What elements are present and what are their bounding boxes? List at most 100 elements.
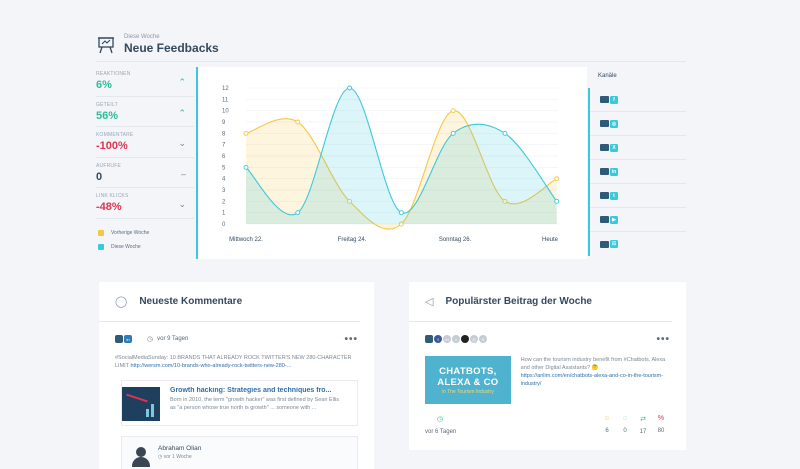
brand-logo-icon (600, 120, 609, 127)
post-stat: % 80 (652, 415, 670, 435)
post-stats: ☺ 6 ◌ 0 ⇄ 17% 80 (598, 415, 670, 435)
stat-value: 6 (605, 428, 609, 434)
post-link[interactable]: https://anlim.com/en/chatbots-alexa-and-… (520, 373, 664, 387)
metric-aufrufe[interactable]: AUFRUFE 0 – (96, 158, 194, 188)
link-title[interactable]: Growth hacking: Strategies and technique… (170, 387, 332, 394)
post-link[interactable]: http://wersm.com/10-brands-who-already-r… (130, 363, 292, 369)
series-area (246, 110, 557, 230)
feedback-chart: 0 1 2 3 4 5 6 7 8 9 10 11 12 Mittwoch 22. Freitag 24. S… (196, 67, 587, 259)
more-options-button[interactable]: ••• (344, 333, 358, 345)
more-options-button[interactable]: ••• (656, 333, 670, 345)
post-image[interactable]: CHATBOTS, ALEXA & CO in The Tourism Indu… (425, 356, 511, 404)
metric-link-klicks[interactable]: LINK KLICKS -48% ⌄ (96, 188, 194, 219)
channel-badge: f (600, 95, 618, 104)
metric-label: KOMMENTARE (96, 132, 134, 138)
stat-value: 80 (657, 428, 665, 434)
y-tick-label: 11 (222, 97, 229, 103)
data-point (347, 198, 353, 204)
network-icon: t (610, 191, 618, 200)
y-tick-label: 6 (222, 154, 226, 160)
image-text-line1: CHATBOTS, (439, 365, 497, 377)
brand-logo-icon (115, 335, 123, 343)
data-point (295, 210, 301, 216)
legend-item-previous[interactable]: Vorherige Woche (98, 230, 149, 236)
channel-row[interactable]: ◎ (590, 112, 686, 136)
metric-label: LINK KLICKS (96, 193, 129, 199)
chevron-up-icon: ⌃ (178, 77, 186, 87)
post-time: vor 9 Tagen (157, 336, 189, 342)
metrics-list: REAKTIONEN 6% ⌃ GETEILT 56% ⌃ KOMMENTARE… (96, 66, 194, 219)
post-meta: in ◷ vor 9 Tagen ••• (99, 322, 374, 346)
y-tick-label: 3 (222, 188, 226, 194)
link-preview[interactable]: Growth hacking: Strategies and technique… (121, 380, 358, 426)
header-divider (96, 61, 686, 62)
data-point (554, 176, 560, 182)
channel-badges: f in x ◎ ✕ (425, 335, 488, 343)
metric-kommentare[interactable]: KOMMENTARE -100% ⌄ (96, 127, 194, 158)
legend-item-current[interactable]: Diese Woche (98, 244, 149, 250)
data-point (398, 210, 404, 216)
dash-icon: – (180, 168, 186, 179)
megaphone-icon: ◁ (425, 296, 434, 308)
stat-icon: ◌ (622, 415, 628, 422)
channel-row[interactable]: in (590, 160, 686, 184)
metric-reaktionen[interactable]: REAKTIONEN 6% ⌃ (96, 66, 194, 97)
channel-row[interactable]: f (590, 88, 686, 112)
clock-icon: ◷ (436, 416, 444, 423)
y-tick-label: 0 (222, 222, 226, 228)
speech-bubble-icon: ◯ (115, 296, 128, 308)
linkedin-icon: in (124, 335, 132, 343)
channel-badge: in (600, 167, 618, 176)
post-stat: ◌ 0 (616, 415, 634, 435)
link-thumbnail (122, 387, 160, 421)
network-icon: in (610, 167, 618, 176)
metric-label: AUFRUFE (96, 162, 122, 169)
y-tick-label: 4 (222, 177, 226, 183)
popular-post-body: CHATBOTS, ALEXA & CO in The Tourism Indu… (409, 346, 686, 404)
reply-author[interactable]: Abraham Olian (158, 445, 202, 452)
y-tick-label: 2 (222, 199, 226, 205)
avatar (132, 445, 150, 467)
comment-reply: Abraham Olian ◷ vor 1 Woche (121, 436, 358, 469)
brand-logo-icon (600, 192, 609, 199)
legend-swatch (98, 244, 104, 250)
data-point (243, 164, 249, 170)
channel-row[interactable]: X (590, 136, 686, 160)
popular-post-card: ◁ Populärster Beitrag der Woche f in x ◎… (409, 282, 686, 450)
channel-row[interactable]: ☷ (590, 232, 686, 256)
latest-comments-card: ◯ Neueste Kommentare in ◷ vor 9 Tagen ••… (99, 282, 374, 469)
metric-value: 6% (96, 79, 112, 91)
metric-geteilt[interactable]: GETEILT 56% ⌃ (96, 97, 194, 127)
xing-icon: ✕ (479, 335, 487, 343)
post-text: #SocialMediaSunday: 10 BRANDS THAT ALREA… (99, 346, 374, 370)
data-point (502, 130, 508, 136)
image-text-line3: in The Tourism Industry (441, 388, 494, 395)
data-point (450, 130, 456, 136)
brand-logo-icon (600, 168, 609, 175)
post-stat: ⇄ 17 (634, 415, 652, 435)
post-text: How can the tourism industry benefit fro… (521, 356, 670, 404)
channel-badge: X (600, 143, 618, 152)
metric-label: REAKTIONEN (96, 71, 131, 77)
metric-label: GETEILT (96, 101, 118, 108)
y-tick-label: 1 (222, 211, 226, 217)
stat-value: 17 (639, 429, 647, 435)
channels-title: Kanäle (598, 73, 617, 79)
legend-swatch (98, 230, 104, 236)
card-title: Neueste Kommentare (139, 296, 243, 307)
facebook-icon: f (434, 335, 442, 343)
data-point (450, 108, 456, 114)
channel-row[interactable]: ▶ (590, 208, 686, 232)
data-point (502, 198, 508, 204)
section-header: Diese Woche Neue Feedbacks (96, 34, 219, 55)
section-subtitle: Diese Woche (124, 34, 160, 40)
data-point (295, 119, 301, 125)
post-body: #SocialMediaSunday: 10 BRANDS THAT ALREA… (115, 355, 352, 369)
channel-row[interactable]: t (590, 184, 686, 208)
brand-logo-icon (600, 144, 609, 151)
y-tick-label: 7 (222, 143, 226, 149)
chart-legend: Vorherige Woche Diese Woche (98, 230, 149, 258)
